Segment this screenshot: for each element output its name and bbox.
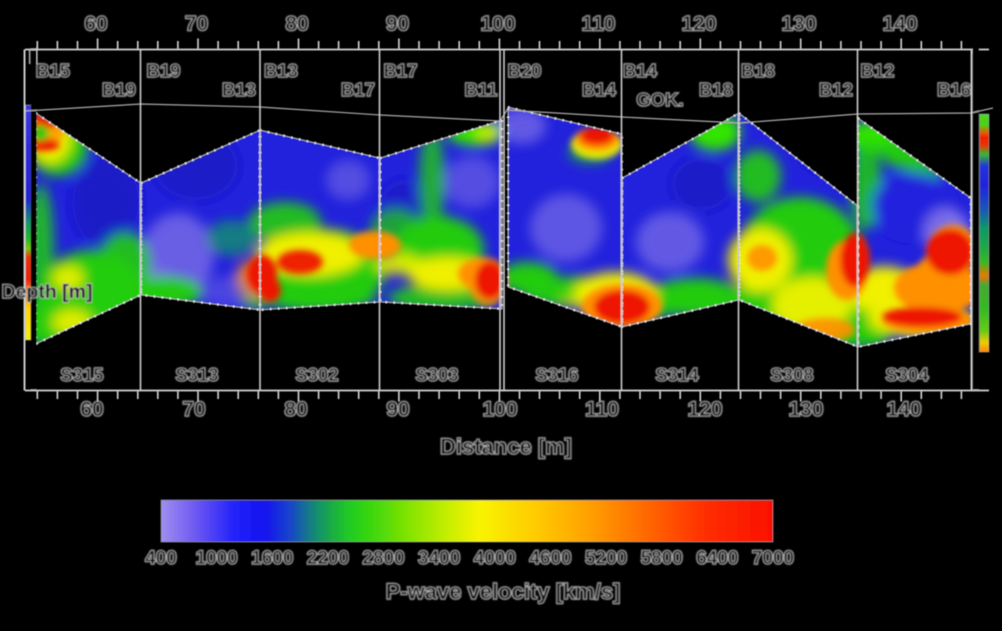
svg-text:110: 110 (582, 13, 616, 36)
svg-text:B18: B18 (741, 60, 775, 81)
svg-text:3400: 3400 (418, 548, 460, 569)
svg-text:B13: B13 (264, 60, 298, 81)
svg-text:B17: B17 (384, 60, 418, 81)
svg-text:S315: S315 (60, 364, 103, 385)
svg-text:B12: B12 (819, 79, 853, 100)
svg-text:140: 140 (882, 13, 917, 36)
svg-text:70: 70 (182, 398, 205, 421)
svg-text:S308: S308 (770, 364, 813, 385)
svg-text:100: 100 (482, 398, 517, 421)
svg-text:B20: B20 (508, 60, 542, 81)
svg-text:B16: B16 (937, 79, 971, 100)
svg-text:1600: 1600 (251, 548, 293, 569)
svg-text:400: 400 (145, 548, 177, 569)
svg-text:70: 70 (185, 13, 208, 36)
svg-text:P-wave velocity [km/s]: P-wave velocity [km/s] (386, 579, 621, 604)
svg-text:130: 130 (788, 398, 823, 421)
svg-text:6400: 6400 (696, 548, 738, 569)
svg-text:B19: B19 (102, 79, 136, 100)
svg-text:B14: B14 (623, 60, 658, 81)
svg-text:B14: B14 (582, 79, 617, 100)
svg-text:S303: S303 (415, 364, 458, 385)
svg-text:2200: 2200 (307, 548, 349, 569)
svg-text:60: 60 (84, 13, 107, 36)
svg-text:GOK.: GOK. (636, 89, 683, 110)
svg-text:Distance [m]: Distance [m] (440, 434, 572, 459)
svg-text:140: 140 (886, 398, 921, 421)
svg-text:S314: S314 (655, 364, 699, 385)
svg-text:B19: B19 (147, 60, 181, 81)
svg-text:80: 80 (285, 13, 308, 36)
svg-text:120: 120 (681, 13, 716, 36)
svg-text:4000: 4000 (474, 548, 516, 569)
svg-text:5200: 5200 (585, 548, 627, 569)
svg-text:S304: S304 (885, 364, 929, 385)
svg-text:90: 90 (386, 398, 409, 421)
svg-text:5800: 5800 (641, 548, 683, 569)
svg-text:B13: B13 (222, 79, 256, 100)
svg-text:4600: 4600 (529, 548, 571, 569)
svg-text:80: 80 (284, 398, 307, 421)
svg-text:S316: S316 (535, 364, 578, 385)
svg-text:130: 130 (781, 13, 816, 36)
svg-text:B17: B17 (341, 79, 375, 100)
svg-text:Depth [m]: Depth [m] (2, 281, 93, 303)
svg-text:120: 120 (687, 398, 722, 421)
svg-text:B11: B11 (465, 79, 498, 100)
svg-text:110: 110 (585, 398, 619, 421)
svg-text:100: 100 (480, 13, 515, 36)
svg-text:S313: S313 (175, 364, 218, 385)
svg-text:90: 90 (386, 13, 409, 36)
svg-text:2800: 2800 (362, 548, 404, 569)
svg-text:S302: S302 (295, 364, 338, 385)
svg-text:1000: 1000 (195, 548, 237, 569)
svg-text:B12: B12 (861, 60, 895, 81)
svg-text:B18: B18 (699, 79, 733, 100)
svg-text:60: 60 (80, 398, 103, 421)
svg-text:7000: 7000 (752, 548, 794, 569)
svg-text:B15: B15 (36, 60, 70, 81)
